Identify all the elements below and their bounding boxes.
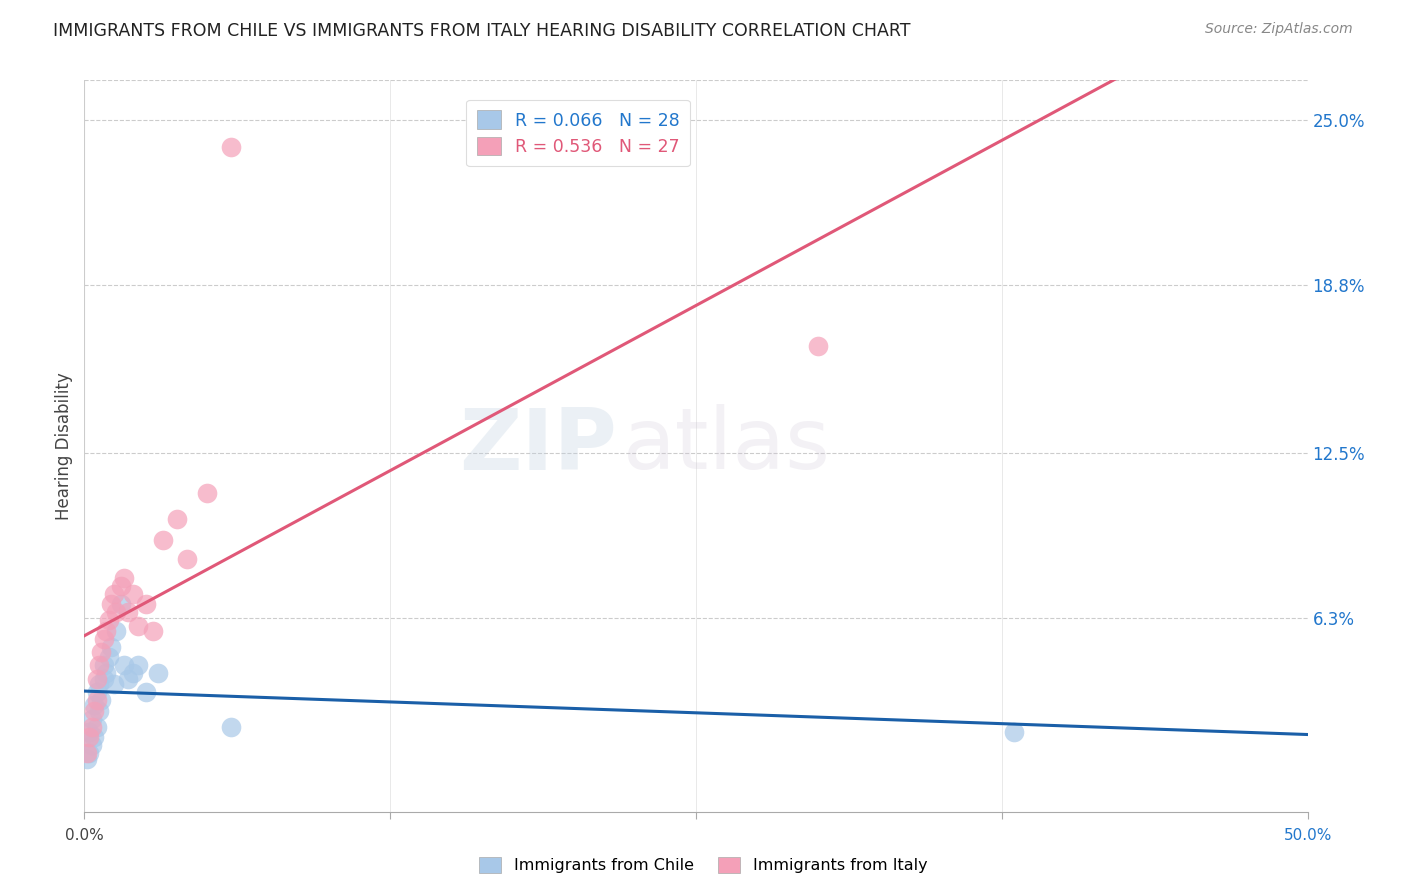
- Point: [195, 485, 218, 500]
- Point: [112, 658, 135, 673]
- Point: [77, 746, 100, 760]
- Point: [103, 677, 125, 691]
- Point: [1002, 725, 1025, 739]
- Point: [77, 725, 100, 739]
- Point: [117, 605, 139, 619]
- Text: 50.0%: 50.0%: [1284, 828, 1331, 843]
- Point: [122, 586, 145, 600]
- Text: IMMIGRANTS FROM CHILE VS IMMIGRANTS FROM ITALY HEARING DISABILITY CORRELATION CH: IMMIGRANTS FROM CHILE VS IMMIGRANTS FROM…: [53, 22, 911, 40]
- Point: [90, 645, 112, 659]
- Point: [176, 552, 198, 566]
- Point: [110, 579, 132, 593]
- Point: [76, 746, 98, 760]
- Point: [105, 605, 128, 619]
- Point: [80, 720, 103, 734]
- Text: atlas: atlas: [623, 404, 831, 488]
- Point: [100, 597, 122, 611]
- Point: [166, 512, 188, 526]
- Point: [127, 658, 149, 673]
- Point: [83, 731, 105, 745]
- Point: [83, 698, 105, 713]
- Point: [127, 618, 149, 632]
- Point: [97, 613, 120, 627]
- Point: [77, 731, 100, 745]
- Point: [86, 720, 108, 734]
- Point: [142, 624, 165, 638]
- Point: [152, 533, 174, 548]
- Text: 0.0%: 0.0%: [65, 828, 104, 843]
- Point: [219, 720, 242, 734]
- Point: [76, 751, 98, 765]
- Point: [93, 672, 115, 686]
- Point: [80, 712, 103, 726]
- Point: [86, 693, 108, 707]
- Point: [112, 571, 135, 585]
- Text: ZIP: ZIP: [458, 404, 616, 488]
- Point: [100, 640, 122, 654]
- Point: [146, 666, 169, 681]
- Point: [83, 704, 105, 718]
- Point: [97, 650, 120, 665]
- Point: [93, 658, 115, 673]
- Point: [93, 632, 115, 646]
- Point: [105, 624, 128, 638]
- Point: [807, 339, 830, 353]
- Y-axis label: Hearing Disability: Hearing Disability: [55, 372, 73, 520]
- Point: [135, 597, 157, 611]
- Legend: Immigrants from Chile, Immigrants from Italy: Immigrants from Chile, Immigrants from I…: [472, 850, 934, 880]
- Point: [122, 666, 145, 681]
- Point: [135, 685, 157, 699]
- Point: [117, 672, 139, 686]
- Point: [90, 693, 112, 707]
- Point: [87, 658, 110, 673]
- Point: [219, 140, 242, 154]
- Point: [110, 597, 132, 611]
- Point: [87, 677, 110, 691]
- Legend: R = 0.066   N = 28, R = 0.536   N = 27: R = 0.066 N = 28, R = 0.536 N = 27: [467, 100, 690, 166]
- Point: [86, 685, 108, 699]
- Point: [96, 624, 118, 638]
- Point: [87, 704, 110, 718]
- Point: [103, 586, 125, 600]
- Point: [86, 672, 108, 686]
- Text: Source: ZipAtlas.com: Source: ZipAtlas.com: [1205, 22, 1353, 37]
- Point: [80, 738, 103, 752]
- Point: [96, 666, 118, 681]
